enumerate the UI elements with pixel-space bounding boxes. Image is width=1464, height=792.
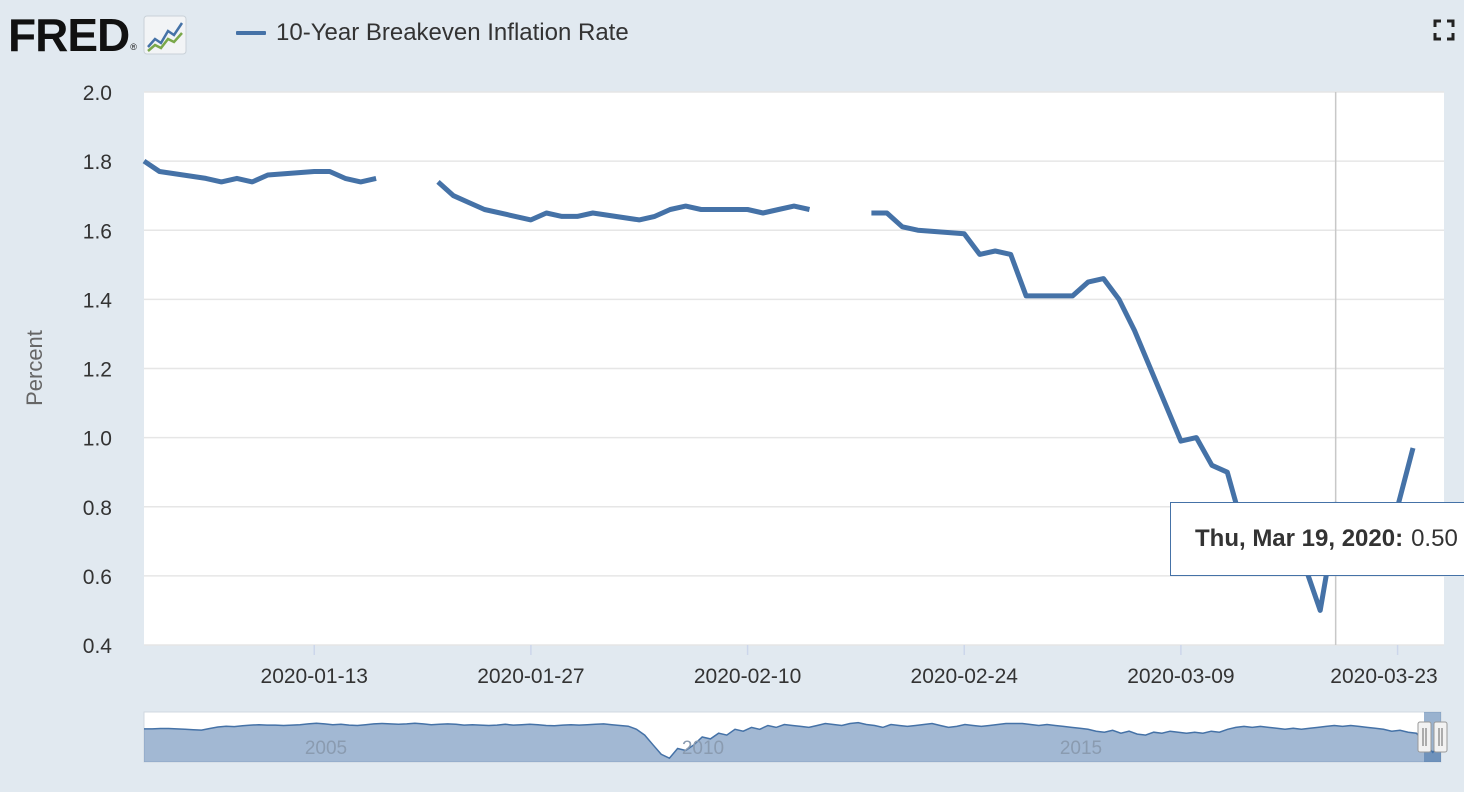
navigator-labels: 2005 2010 2015 <box>305 738 1102 759</box>
data-tooltip: Thu, Mar 19, 2020: 0.50 <box>1170 502 1464 576</box>
series-line-segment[interactable] <box>871 210 1416 613</box>
navigator-handle[interactable] <box>1417 721 1448 753</box>
y-tick-label: 0.8 <box>83 497 112 520</box>
navigator-line <box>144 721 1442 760</box>
logo-registered-mark: ® <box>130 42 137 52</box>
series-line-segment[interactable] <box>142 159 377 185</box>
fullscreen-icon[interactable] <box>1432 18 1456 42</box>
line-chart-icon <box>143 15 187 55</box>
navigator-year-label: 2005 <box>305 738 347 759</box>
legend-series-label: 10-Year Breakeven Inflation Rate <box>276 19 629 46</box>
logo-text: FRED <box>8 9 130 61</box>
navigator-year-label: 2010 <box>682 738 724 759</box>
x-tick-label: 2020-01-27 <box>477 665 584 688</box>
data-series[interactable] <box>142 159 1416 613</box>
y-tick-label: 1.8 <box>83 151 112 174</box>
y-tick-label: 1.0 <box>83 428 112 451</box>
grid-lines <box>144 91 1444 646</box>
x-tick-label: 2020-02-10 <box>694 665 801 688</box>
legend-swatch <box>236 31 266 35</box>
y-tick-label: 0.4 <box>83 635 113 658</box>
legend[interactable]: 10-Year Breakeven Inflation Rate <box>236 18 629 48</box>
y-axis: 0.4 0.6 0.8 1.0 1.2 1.4 1.6 1.8 2.0 <box>83 82 113 658</box>
x-tick-label: 2020-02-24 <box>911 665 1019 688</box>
y-tick-label: 1.4 <box>83 289 113 312</box>
x-tick-label: 2020-01-13 <box>261 665 368 688</box>
series-line-segment[interactable] <box>436 180 811 223</box>
fred-logo[interactable]: FRED ® <box>8 10 187 60</box>
y-axis-label: Percent <box>22 330 47 406</box>
x-tick-marks <box>313 645 1399 655</box>
y-tick-label: 2.0 <box>83 82 112 105</box>
tooltip-value: 0.50 <box>1411 525 1458 552</box>
navigator-series <box>144 721 1442 762</box>
y-tick-label: 1.6 <box>83 220 112 243</box>
tooltip-date: Thu, Mar 19, 2020: <box>1195 525 1404 552</box>
x-tick-label: 2020-03-09 <box>1127 665 1234 688</box>
chart-header: FRED ® 10-Year Breakeven Inflation Rate <box>0 0 1464 70</box>
y-tick-label: 1.2 <box>83 359 112 382</box>
x-axis: 2020-01-13 2020-01-27 2020-02-10 2020-02-24… <box>261 665 1438 688</box>
navigator-year-label: 2015 <box>1060 738 1102 759</box>
x-tick-label: 2020-03-23 <box>1330 665 1437 688</box>
y-tick-label: 0.6 <box>83 566 112 589</box>
